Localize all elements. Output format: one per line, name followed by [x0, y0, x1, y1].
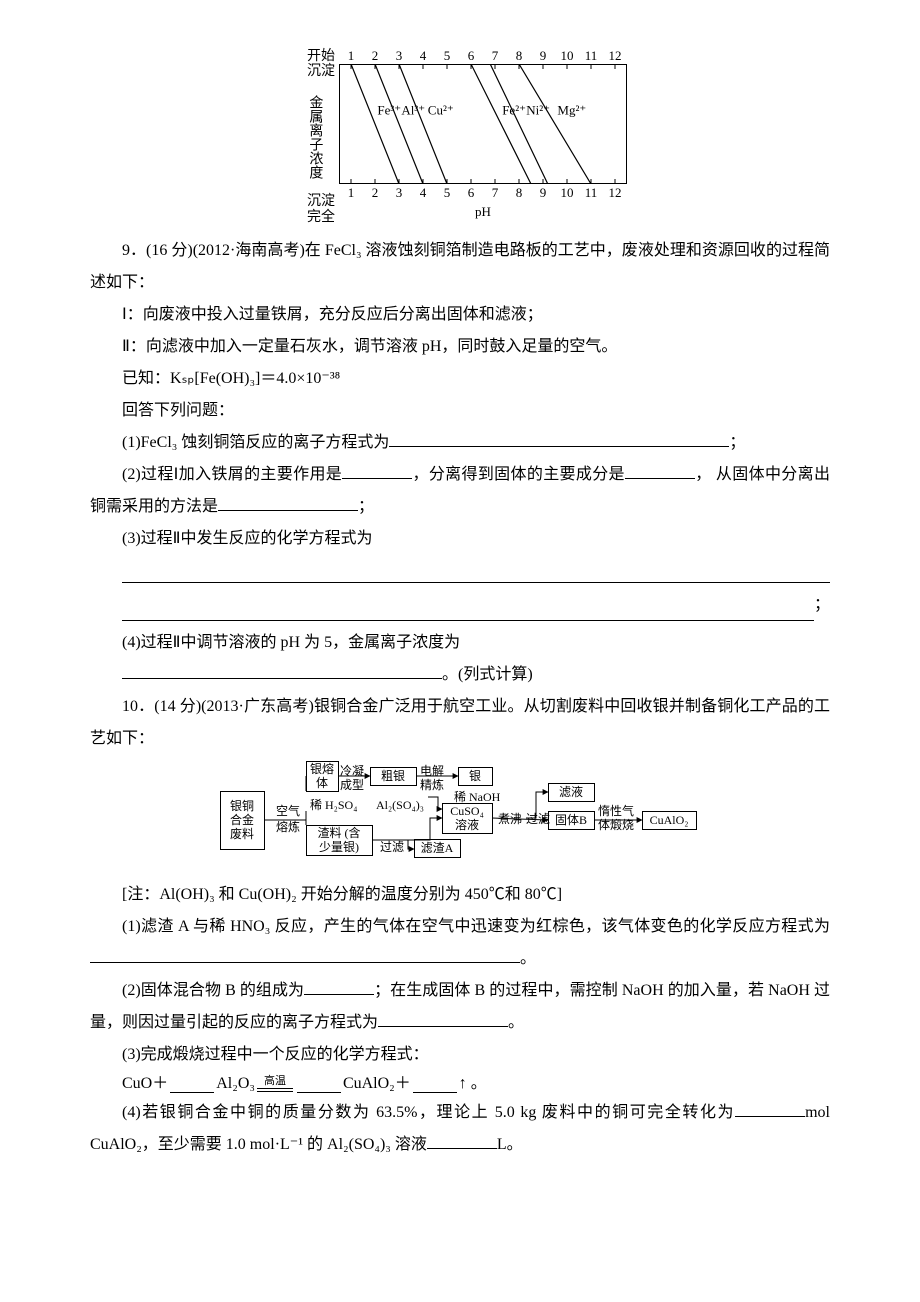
reaction-condition: 高温 — [257, 1076, 293, 1092]
blank — [389, 429, 729, 447]
q9-p4-tail: 。(列式计算) — [442, 666, 533, 683]
q9-lead: 9．(16 分)(2012·海南高考)在 FeCl₃ 溶液蚀刻铜箔制造电路板的工… — [90, 235, 830, 299]
svg-text:熔炼: 熔炼 — [276, 819, 300, 834]
q9-p1-tail: ； — [729, 434, 745, 451]
blank — [90, 946, 520, 964]
svg-text:体煅烧: 体煅烧 — [598, 817, 634, 832]
svg-text:冷凝: 冷凝 — [340, 763, 364, 778]
q10-p4-tail: L。 — [497, 1136, 523, 1153]
q10-p1-a: (1)滤渣 A 与稀 HNO₃ 反应，产生的气体在空气中迅速变为红棕色，该气体变… — [122, 918, 830, 935]
svg-text:稀 H₂SO₄: 稀 H₂SO₄ — [310, 798, 357, 812]
svg-text:Fe³⁺: Fe³⁺ — [377, 102, 401, 117]
x-axis-label: pH — [339, 199, 627, 225]
q10-p4-a: (4)若银铜合金中铜的质量分数为 63.5%，理论上 5.0 kg 废料中的铜可… — [122, 1104, 735, 1121]
blank — [342, 461, 412, 479]
svg-text:惰性气: 惰性气 — [598, 803, 634, 818]
blank — [304, 978, 374, 996]
y-bot-label: 沉淀 完全 — [293, 194, 335, 225]
svg-text:煮沸: 煮沸 — [498, 812, 522, 826]
svg-text:银熔: 银熔 — [310, 761, 334, 776]
process-flowchart: 银铜合金废料 银熔体 粗银 银渣料 (含少量银) CuSO₄溶液 固体B CuAlO₂ 滤液滤… — [90, 761, 830, 873]
eq-rhs1: CuAlO₂＋ — [343, 1071, 411, 1097]
q10-p2-a: (2)固体混合物 B 的组成为 — [122, 982, 304, 999]
q9-p1-text: (1)FeCl₃ 蚀刻铜箔反应的离子方程式为 — [122, 434, 389, 451]
q9-p1: (1)FeCl₃ 蚀刻铜箔反应的离子方程式为 ； — [90, 427, 830, 459]
svg-text:空气: 空气 — [276, 803, 300, 818]
svg-text:粗银: 粗银 — [381, 769, 405, 783]
svg-text:成型: 成型 — [340, 778, 364, 792]
q10-lead: 10．(14 分)(2013·广东高考)银铜合金广泛用于航空工业。从切割废料中回… — [90, 691, 830, 755]
q9-p2-b: ，分离得到固体的主要成分是 — [412, 466, 625, 483]
svg-text:CuSO₄: CuSO₄ — [450, 804, 484, 818]
y-top-label: 开始 沉淀 — [293, 49, 335, 80]
q10-p2: (2)固体混合物 B 的组成为；在生成固体 B 的过程中，需控制 NaOH 的加… — [90, 975, 830, 1039]
svg-text:废料: 废料 — [230, 826, 254, 841]
svg-text:Mg²⁺: Mg²⁺ — [557, 102, 586, 117]
q10-p4: (4)若银铜合金中铜的质量分数为 63.5%，理论上 5.0 kg 废料中的铜可… — [90, 1097, 830, 1161]
eq-mid1: Al₂O₃ — [216, 1071, 255, 1097]
svg-text:过滤: 过滤 — [380, 840, 404, 854]
svg-text:Al₂(SO₄)₃: Al₂(SO₄)₃ — [376, 798, 424, 812]
blank — [122, 662, 442, 680]
q10-p3: (3)完成煅烧过程中一个反应的化学方程式： — [90, 1039, 830, 1071]
svg-text:滤渣A: 滤渣A — [421, 841, 454, 855]
blank — [427, 1131, 497, 1149]
svg-text:银: 银 — [469, 769, 481, 783]
q9-p4: (4)过程Ⅱ中调节溶液的 pH 为 5，金属离子浓度为 — [90, 627, 830, 659]
blank — [378, 1010, 508, 1028]
svg-text:Fe²⁺: Fe²⁺ — [502, 102, 526, 117]
blank — [625, 461, 695, 479]
condition-text: 高温 — [264, 1076, 286, 1087]
q9-p2-a: (2)过程Ⅰ加入铁屑的主要作用是 — [122, 466, 342, 483]
svg-text:精炼: 精炼 — [420, 777, 444, 792]
q10-p1: (1)滤渣 A 与稀 HNO₃ 反应，产生的气体在空气中迅速变为红棕色，该气体变… — [90, 911, 830, 975]
eq-rhs2: ↑ 。 — [459, 1071, 487, 1097]
svg-text:CuAlO₂: CuAlO₂ — [650, 813, 689, 827]
blank — [735, 1099, 805, 1117]
svg-text:少量银): 少量银) — [319, 840, 359, 854]
q9-step-ii: Ⅱ：向滤液中加入一定量石灰水，调节溶液 pH，同时鼓入足量的空气。 — [90, 331, 830, 363]
x-ticks-bottom: 123456789101112 — [339, 186, 627, 199]
blank-coeff — [413, 1076, 457, 1093]
chart-plot-area: Fe³⁺Al³⁺Cu²⁺Fe²⁺Ni²⁺Mg²⁺ — [339, 64, 627, 184]
q9-p2-tail: ； — [358, 498, 374, 515]
svg-text:渣料 (含: 渣料 (含 — [318, 825, 361, 840]
blank — [218, 493, 358, 511]
q9-answer-prompt: 回答下列问题： — [90, 395, 830, 427]
eq-lhs1: CuO＋ — [122, 1071, 168, 1097]
svg-text:合金: 合金 — [230, 812, 254, 827]
svg-text:Cu²⁺: Cu²⁺ — [428, 102, 454, 117]
q9-step-i: Ⅰ：向废液中投入过量铁屑，充分反应后分离出固体和滤液； — [90, 299, 830, 331]
blank-line-tail: ； — [122, 589, 830, 621]
q10-equation: CuO＋ Al₂O₃ 高温 CuAlO₂＋ ↑ 。 — [122, 1071, 830, 1097]
q10-note: [注：Al(OH)₃ 和 Cu(OH)₂ 开始分解的温度分别为 450℃和 80… — [90, 879, 830, 911]
x-ticks-top: 123456789101112 — [339, 49, 627, 62]
blank-coeff — [170, 1076, 214, 1093]
svg-text:固体B: 固体B — [555, 813, 587, 827]
q9-p3: (3)过程Ⅱ中发生反应的化学方程式为 — [90, 523, 830, 555]
q10-p2-tail: 。 — [508, 1014, 524, 1031]
svg-text:银铜: 银铜 — [230, 798, 254, 813]
svg-text:稀 NaOH: 稀 NaOH — [454, 790, 501, 804]
svg-text:过滤: 过滤 — [526, 812, 550, 826]
blank-coeff — [297, 1076, 341, 1093]
svg-text:电解: 电解 — [420, 764, 444, 778]
ion-precipitation-chart: 开始 沉淀 金属离子浓度 沉淀 完全 123456789101112 Fe³⁺A… — [90, 40, 830, 225]
q9-p2: (2)过程Ⅰ加入铁屑的主要作用是，分离得到固体的主要成分是， 从固体中分离出铜需… — [90, 459, 830, 523]
y-mid-label: 金属离子浓度 — [293, 95, 335, 179]
blank-line — [122, 561, 830, 583]
tail-semi: ； — [814, 589, 830, 621]
svg-text:溶液: 溶液 — [455, 817, 479, 832]
svg-text:Al³⁺: Al³⁺ — [401, 102, 425, 117]
q9-p4-line: 。(列式计算) — [90, 659, 830, 691]
svg-text:体: 体 — [316, 776, 328, 790]
q9-known: 已知：Kₛₚ[Fe(OH)₃]＝4.0×10⁻³⁸ — [90, 363, 830, 395]
q10-p1-tail: 。 — [520, 950, 536, 967]
svg-text:滤液: 滤液 — [559, 784, 583, 799]
